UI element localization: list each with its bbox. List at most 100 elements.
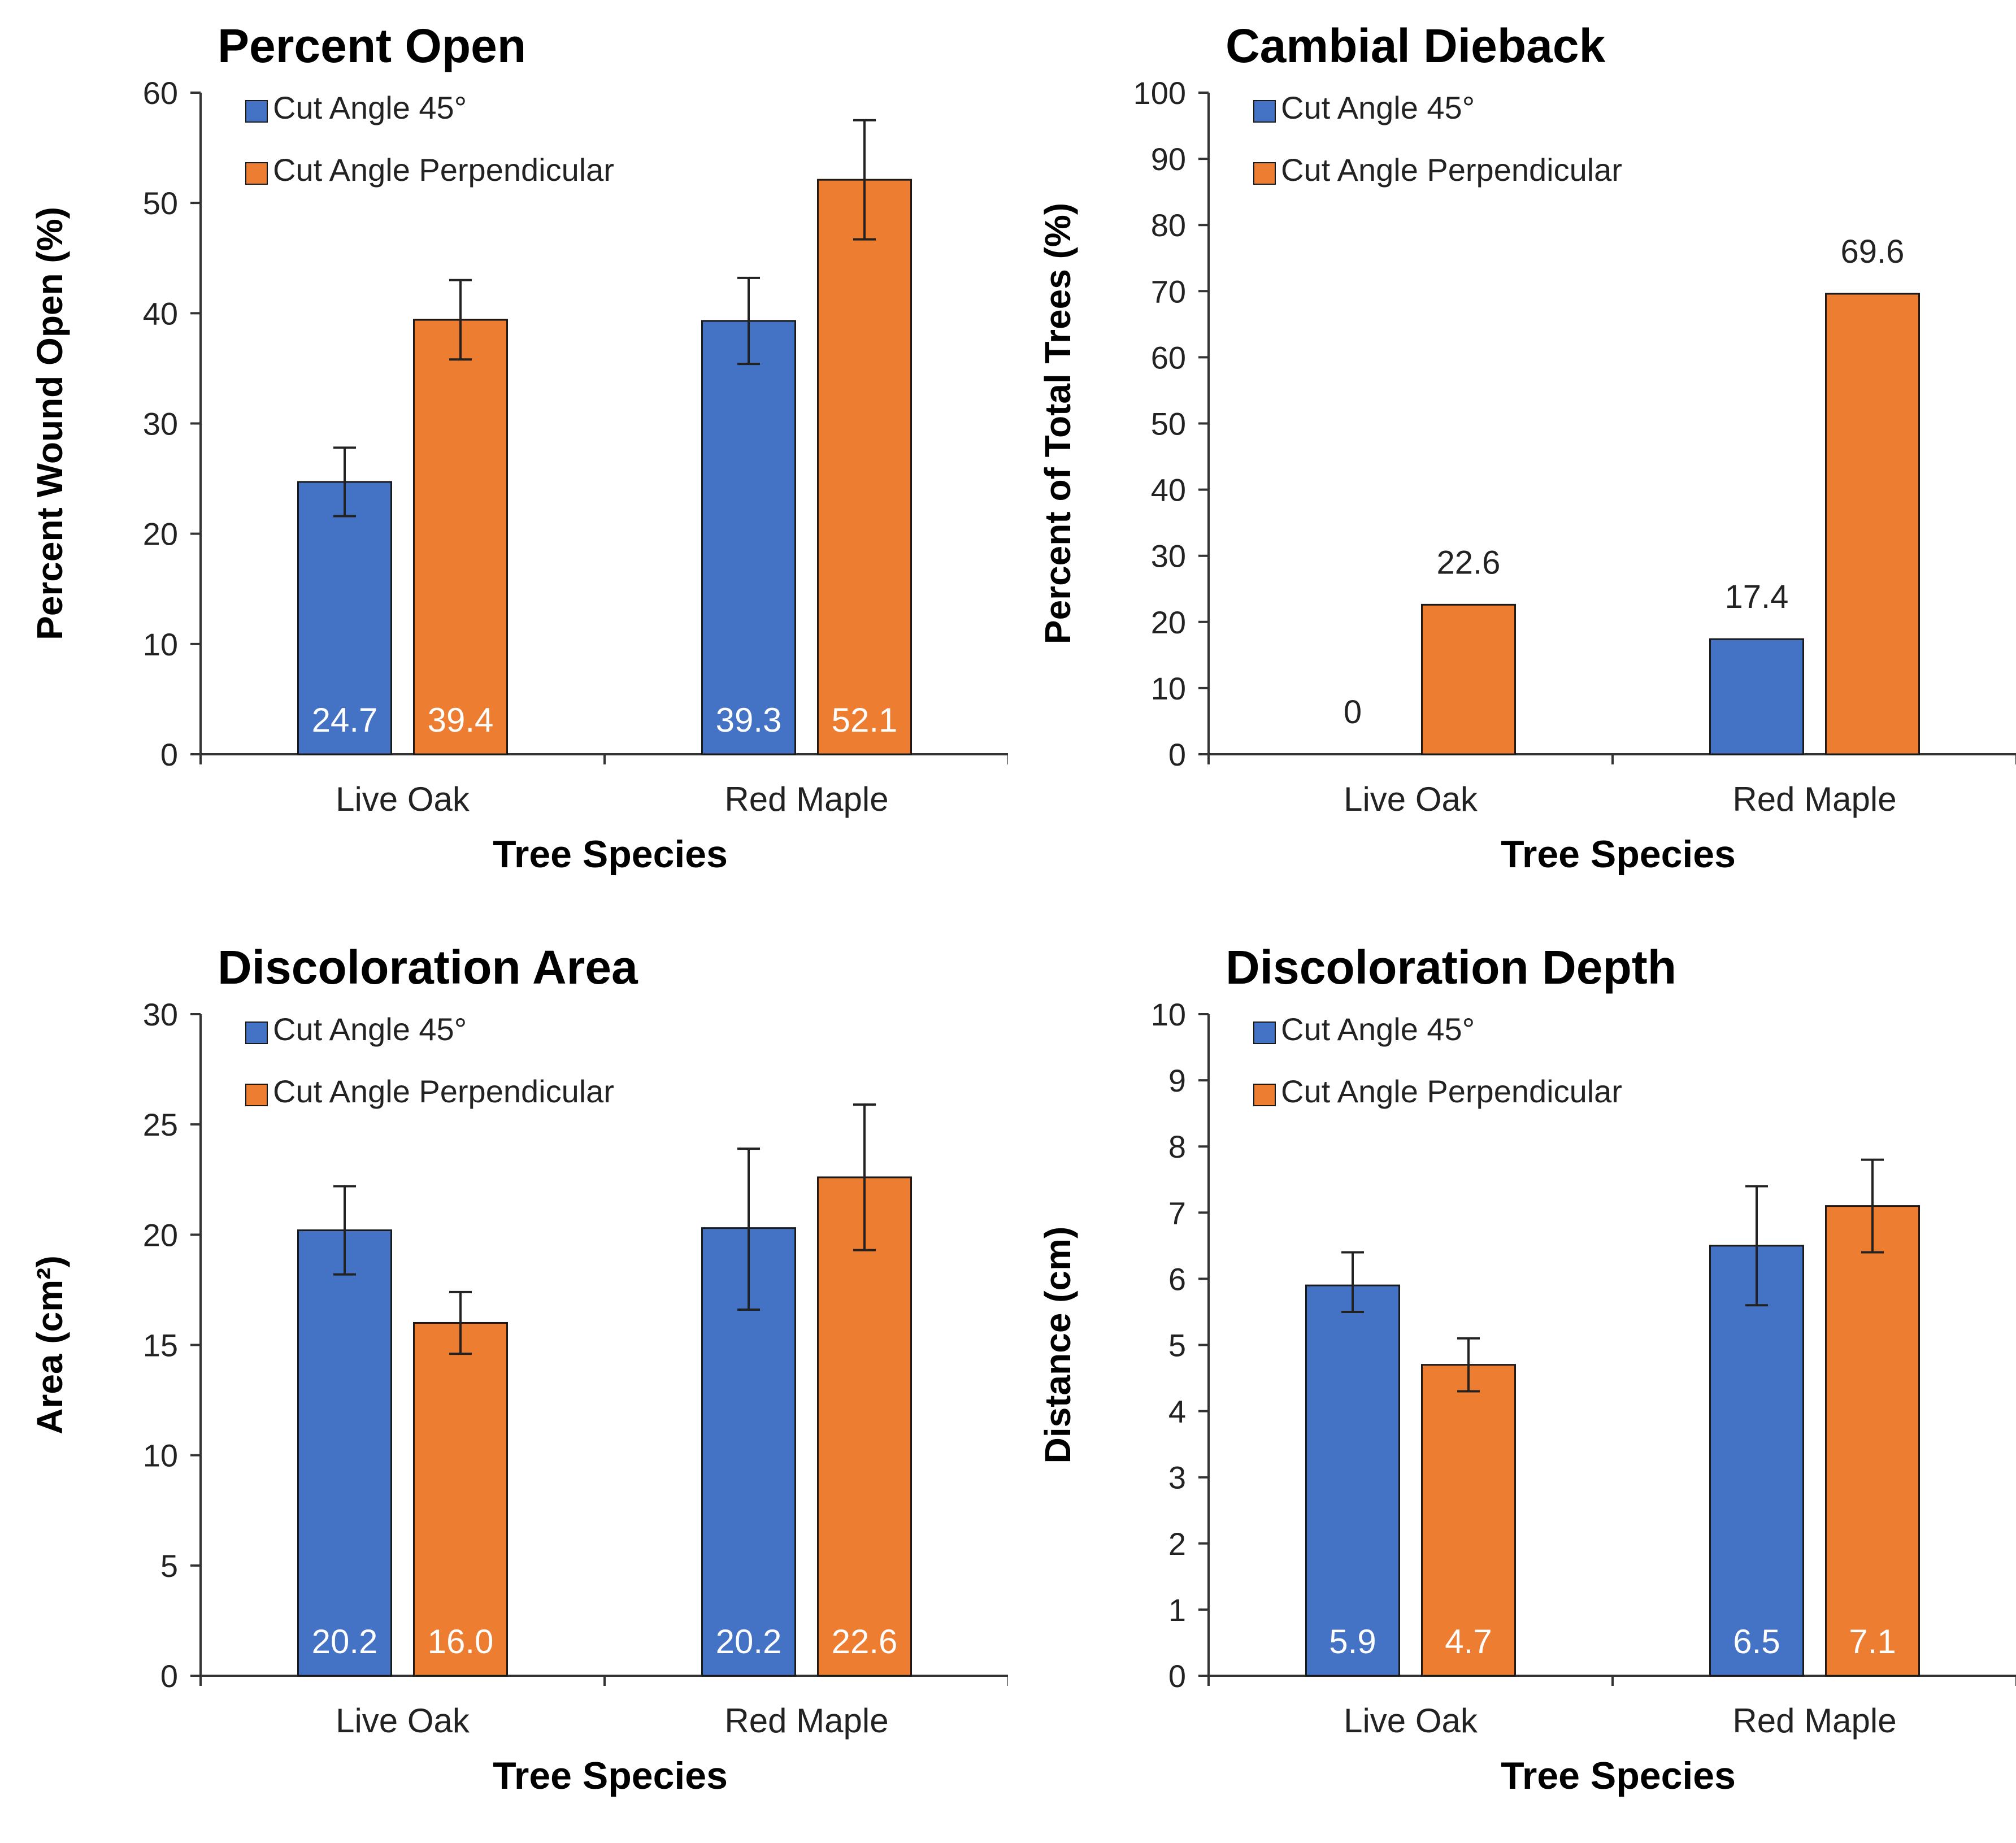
legend-label: Cut Angle Perpendicular (1281, 152, 1622, 188)
y-tick-label: 3 (1168, 1460, 1186, 1496)
chart-title: Cambial Dieback (1226, 19, 1606, 72)
legend-label: Cut Angle 45° (1281, 1011, 1475, 1047)
data-label: 17.4 (1725, 579, 1789, 615)
bar-live-oak-cut-angle-45 (1305, 1284, 1400, 1677)
y-tick-label: 30 (1151, 538, 1186, 574)
x-tick-label-red-maple: Red Maple (724, 1702, 888, 1740)
y-tick-label: 20 (143, 516, 178, 552)
y-axis-title: Percent of Total Trees (%) (1037, 203, 1078, 644)
bar-red-maple-cut-angle-45 (1709, 638, 1804, 755)
chart-discoloration-area: Discoloration Area 0 5 10 15 20 25 30 Live Oak Re… (29, 941, 1008, 1797)
bar-live-oak-cut-angle-perpendicular (1421, 603, 1516, 755)
data-label: 69.6 (1841, 233, 1905, 270)
y-tick-label: 25 (143, 1107, 178, 1142)
legend-label: Cut Angle Perpendicular (273, 1073, 614, 1109)
data-label: 7.1 (1849, 1623, 1896, 1661)
legend-swatch-cut-angle-perpendicular (245, 162, 268, 185)
legend-swatch-cut-angle-perpendicular (245, 1084, 268, 1106)
y-tick-label: 50 (143, 185, 178, 221)
bar-red-maple-cut-angle-perpendicular (1825, 1205, 1920, 1677)
y-tick-label: 10 (143, 1438, 178, 1473)
chart-title: Discoloration Area (218, 941, 638, 994)
y-tick-label: 60 (1151, 340, 1186, 375)
legend-label: Cut Angle 45° (273, 90, 467, 125)
y-tick-label: 50 (1151, 406, 1186, 442)
bar-red-maple-cut-angle-45 (1709, 1245, 1804, 1677)
y-tick-label: 0 (1168, 1658, 1186, 1694)
y-tick-label: 6 (1168, 1261, 1186, 1297)
bar-red-maple-cut-angle-perpendicular (817, 1176, 912, 1677)
y-tick-label: 20 (1151, 605, 1186, 640)
bar-live-oak-cut-angle-45 (297, 481, 392, 755)
y-tick-label: 40 (143, 295, 178, 331)
y-axis-title: Percent Wound Open (%) (29, 207, 70, 640)
y-tick-label: 70 (1151, 273, 1186, 309)
bar-live-oak-cut-angle-perpendicular (1421, 1364, 1516, 1677)
data-label: 4.7 (1445, 1623, 1492, 1661)
x-tick-label-red-maple: Red Maple (1732, 1702, 1896, 1740)
y-tick-label: 5 (160, 1548, 178, 1584)
y-tick-label: 10 (143, 627, 178, 662)
chart-cambial-dieback: Cambial Dieback 0 10 20 30 40 50 60 70 80 90 100 Liv… (1037, 19, 2016, 876)
y-tick-label: 0 (160, 737, 178, 772)
y-tick-label: 90 (1151, 141, 1186, 177)
y-axis-title: Distance (cm) (1037, 1227, 1078, 1464)
legend-swatch-cut-angle-45 (245, 1022, 268, 1044)
legend-swatch-cut-angle-perpendicular (1253, 162, 1276, 185)
x-axis-title: Tree Species (493, 1754, 728, 1797)
data-label: 22.6 (1437, 544, 1501, 581)
data-label: 24.7 (312, 701, 378, 739)
y-tick-label: 80 (1151, 207, 1186, 243)
y-tick-label: 10 (1151, 671, 1186, 706)
data-label: 39.4 (428, 701, 494, 739)
y-tick-label: 0 (160, 1658, 178, 1694)
y-tick-label: 30 (143, 997, 178, 1032)
y-axis-title: Area (cm²) (29, 1255, 70, 1435)
y-tick-label: 9 (1168, 1063, 1186, 1098)
legend-swatch-cut-angle-45 (1253, 1022, 1276, 1044)
data-label: 20.2 (312, 1623, 378, 1661)
bar-red-maple-cut-angle-perpendicular (817, 179, 912, 755)
y-tick-label: 8 (1168, 1129, 1186, 1164)
bar-red-maple-cut-angle-perpendicular (1825, 293, 1920, 755)
bar-live-oak-cut-angle-45 (297, 1229, 392, 1677)
x-tick-label-live-oak: Live Oak (1344, 1702, 1478, 1740)
y-tick-label: 30 (143, 406, 178, 442)
y-tick-label: 5 (1168, 1328, 1186, 1363)
x-tick-label-live-oak: Live Oak (336, 1702, 470, 1740)
bar-red-maple-cut-angle-45 (701, 320, 796, 755)
legend-label: Cut Angle 45° (273, 1011, 467, 1047)
y-tick-label: 7 (1168, 1195, 1186, 1231)
bar-live-oak-cut-angle-perpendicular (413, 319, 508, 755)
chart-title: Discoloration Depth (1226, 941, 1676, 994)
x-axis-title: Tree Species (1501, 833, 1736, 876)
x-tick-label-red-maple: Red Maple (724, 780, 888, 818)
y-tick-label: 60 (143, 75, 178, 111)
legend-swatch-cut-angle-perpendicular (1253, 1084, 1276, 1106)
data-label: 6.5 (1733, 1623, 1780, 1661)
data-label: 20.2 (716, 1623, 782, 1661)
y-tick-label: 20 (143, 1217, 178, 1253)
data-label: 16.0 (428, 1623, 494, 1661)
x-axis-title: Tree Species (1501, 1754, 1736, 1797)
chart-discoloration-depth: Discoloration Depth 0 1 2 3 4 5 6 7 8 9 10 Live Oak R… (1037, 941, 2016, 1797)
x-tick-label-live-oak: Live Oak (336, 780, 470, 818)
y-tick-label: 2 (1168, 1526, 1186, 1562)
y-tick-label: 1 (1168, 1592, 1186, 1628)
data-label: 39.3 (716, 701, 782, 739)
y-tick-label: 10 (1151, 997, 1186, 1032)
y-tick-label: 4 (1168, 1394, 1186, 1429)
x-axis-title: Tree Species (493, 833, 728, 876)
x-tick-label-red-maple: Red Maple (1732, 780, 1896, 818)
legend-label: Cut Angle 45° (1281, 90, 1475, 125)
y-tick-label: 0 (1168, 737, 1186, 772)
legend-label: Cut Angle Perpendicular (1281, 1073, 1622, 1109)
chart-title: Percent Open (218, 19, 526, 72)
data-label: 5.9 (1329, 1623, 1376, 1661)
y-tick-label: 40 (1151, 472, 1186, 508)
data-label: 22.6 (832, 1623, 898, 1661)
legend-swatch-cut-angle-45 (1253, 100, 1276, 123)
x-tick-label-live-oak: Live Oak (1344, 780, 1478, 818)
legend-swatch-cut-angle-45 (245, 100, 268, 123)
data-label: 0 (1344, 694, 1362, 731)
